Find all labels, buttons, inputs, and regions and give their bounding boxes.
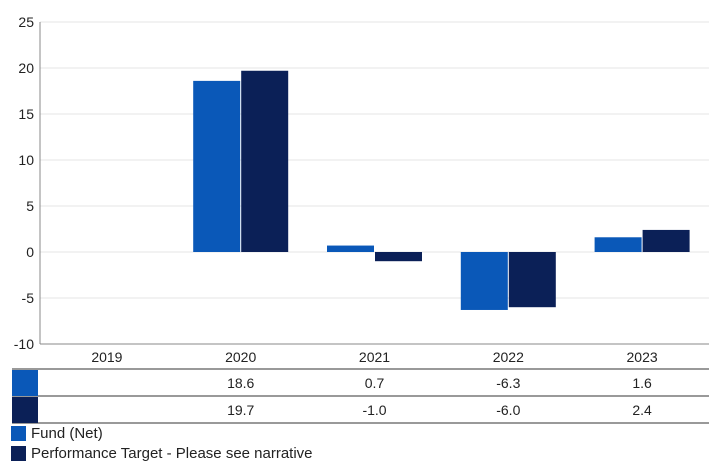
- bar-fund: [594, 237, 642, 252]
- x-category-label: 2021: [359, 349, 390, 365]
- gridlines: [39, 21, 709, 345]
- y-tick-label: 15: [18, 106, 34, 122]
- legend-label-target: Performance Target - Please see narrativ…: [31, 445, 313, 462]
- performance-bar-chart: 25 20 15 10 5 0 -5 -10 2019 2020 2021 2022 2023 18.6…: [12, 14, 709, 424]
- table-value: -6.0: [496, 402, 520, 418]
- x-category-label: 2020: [225, 349, 256, 365]
- legend-swatch-target: [11, 446, 26, 461]
- y-tick-label: 10: [18, 152, 34, 168]
- y-tick-label: 20: [18, 60, 34, 76]
- bars: [193, 70, 690, 310]
- y-tick-label: 5: [26, 198, 34, 214]
- y-axis-ticks: 25 20 15 10 5 0 -5 -10: [14, 14, 34, 352]
- bar-target: [642, 229, 690, 252]
- table-value: 0.7: [365, 375, 385, 391]
- table-value: 18.6: [227, 375, 254, 391]
- table-value: 1.6: [632, 375, 652, 391]
- x-category-label: 2022: [493, 349, 524, 365]
- bar-target: [375, 252, 422, 262]
- y-tick-label: 0: [26, 244, 34, 260]
- bar-fund: [460, 252, 508, 310]
- x-category-label: 2019: [91, 349, 122, 365]
- legend-item-fund: Fund (Net): [11, 425, 103, 442]
- x-category-label: 2023: [627, 349, 658, 365]
- legend-label-fund: Fund (Net): [31, 425, 103, 442]
- bar-target: [508, 252, 556, 308]
- legend-item-target: Performance Target - Please see narrativ…: [11, 445, 313, 462]
- y-tick-label: 25: [18, 14, 34, 30]
- table-value: 19.7: [227, 402, 254, 418]
- bar-fund: [327, 245, 374, 252]
- bar-fund: [193, 80, 241, 252]
- table-value: -1.0: [362, 402, 386, 418]
- table-value: 2.4: [632, 402, 652, 418]
- table-value: -6.3: [496, 375, 520, 391]
- data-table: 2019 2020 2021 2022 2023 18.6 0.7 -6.3 1.6 19.7 -1…: [12, 349, 709, 424]
- table-row-swatch: [12, 370, 38, 396]
- y-tick-label: -5: [22, 290, 35, 306]
- y-tick-label: -10: [14, 336, 34, 352]
- legend-swatch-fund: [11, 426, 26, 441]
- table-row-swatch: [12, 397, 38, 423]
- bar-target: [241, 70, 289, 252]
